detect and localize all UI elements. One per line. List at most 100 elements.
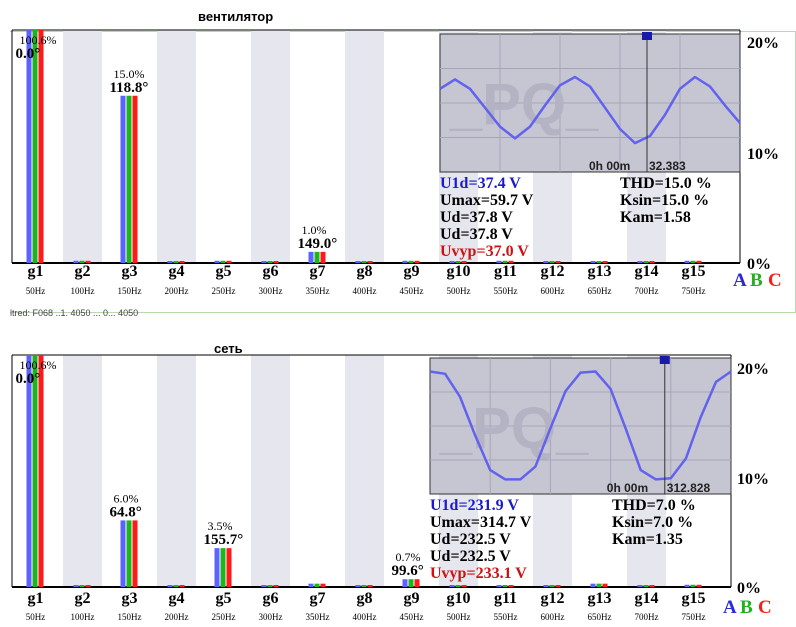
bar-g6-phase-a (261, 585, 267, 587)
bar-annotation-angle: 0.0° (16, 371, 41, 387)
right-tick-label: 0% (737, 580, 761, 597)
bar-g6-phase-c (273, 585, 279, 587)
bar-annotation-percent: 0.7% (396, 550, 421, 564)
harmonic-label: g14 (635, 590, 659, 607)
stripe-band (63, 355, 102, 587)
bar-g14-phase-a (637, 585, 643, 587)
bar-g5-phase-c (226, 260, 232, 263)
bar-g15-phase-a (684, 260, 690, 263)
bar-g7-phase-a (308, 583, 314, 587)
harmonic-label: g9 (404, 590, 420, 607)
harmonics-chart: _PQ_ 0h 00m 32.383 20% 10% 0% U1d=37.4 VUmax=5… (11, 29, 782, 296)
harmonic-label: g7 (310, 590, 326, 607)
bar-g8-phase-b (361, 585, 367, 587)
bar-g14-phase-c (649, 585, 655, 587)
bar-g4-phase-b (173, 261, 179, 263)
bar-g14-phase-a (637, 261, 643, 263)
bar-g7-phase-b (314, 583, 320, 587)
bar-g10-phase-c (461, 585, 467, 587)
bar-g11-phase-a (496, 260, 502, 263)
harmonic-label: g12 (541, 590, 565, 607)
osc-watermark: _PQ_ (439, 396, 589, 461)
bar-g13-phase-b (596, 261, 602, 263)
frequency-label: 600Hz (541, 612, 565, 622)
bar-g1-phase-a (26, 355, 32, 587)
bar-g2-phase-c (85, 585, 91, 587)
panel-ventilator: вентилятор _PQ_ 0h 00m 32.383 20% 10% 0% U1d=3… (10, 9, 796, 313)
readout-left: Umax=314.7 V (430, 514, 532, 531)
panel-network: сеть _PQ_ 0h 00m 312.828 20% 10% 0% U1d=231.9 … (0, 330, 796, 627)
bar-g10-phase-a (449, 585, 455, 587)
bar-g9-phase-c (414, 579, 420, 587)
frequency-label: 50Hz (26, 612, 46, 622)
bar-g2-phase-b (79, 260, 85, 263)
legend-phase-c: C (768, 270, 782, 291)
frequency-label: 650Hz (588, 286, 612, 296)
legend-phase-b: B (750, 270, 763, 291)
frequency-label: 450Hz (400, 612, 424, 622)
legend-phase-b: B (740, 597, 753, 618)
stripe-band (251, 355, 290, 587)
stripe-band (345, 355, 384, 587)
frequency-label: 400Hz (353, 612, 377, 622)
right-tick-label: 0% (747, 256, 771, 273)
bar-g2-phase-c (85, 260, 91, 263)
stripe-band (63, 30, 102, 263)
frequency-label: 750Hz (682, 286, 706, 296)
stripe-band (251, 30, 290, 263)
bar-g12-phase-b (549, 585, 555, 587)
harmonic-label: g12 (541, 263, 565, 280)
bar-g9-phase-c (414, 260, 420, 263)
frequency-label: 550Hz (494, 286, 518, 296)
bar-g4-phase-b (173, 585, 179, 587)
bar-annotation-percent: 6.0% (114, 491, 139, 505)
harmonic-label: g3 (122, 590, 138, 607)
harmonic-label: g8 (357, 263, 373, 280)
bar-g6-phase-b (267, 261, 273, 263)
readout-left: Uvyp=37.0 V (440, 243, 529, 260)
cursor-marker (642, 32, 652, 40)
bar-g15-phase-c (696, 584, 702, 587)
bar-annotation-percent: 1.0% (302, 223, 327, 237)
readout-right: THD=15.0 % (620, 175, 712, 192)
bar-g9-phase-a (402, 260, 408, 263)
bar-annotation-percent: 3.5% (208, 519, 233, 533)
right-tick-label: 10% (737, 471, 769, 488)
bar-g15-phase-b (690, 584, 696, 587)
bar-g12-phase-a (543, 261, 549, 263)
bar-g15-phase-a (684, 584, 690, 587)
bar-g12-phase-b (549, 261, 555, 263)
cursor-time-value: 312.828 (667, 481, 711, 495)
bar-g4-phase-c (179, 585, 185, 587)
frequency-label: 350Hz (306, 286, 330, 296)
readout-right: Ksin=7.0 % (612, 514, 693, 531)
bar-g11-phase-c (508, 585, 514, 587)
bar-g7-phase-a (308, 251, 314, 263)
bar-g10-phase-c (461, 261, 467, 263)
harmonic-label: g2 (75, 263, 91, 280)
harmonic-label: g8 (357, 590, 373, 607)
harmonic-label: g5 (216, 590, 232, 607)
cursor-time-readout: 0h 00m 312.828 (607, 481, 711, 495)
harmonic-label: g6 (263, 263, 279, 280)
bar-g1-phase-c (38, 30, 44, 263)
bar-annotation-percent: 15.0% (114, 67, 145, 81)
right-tick-label: 20% (737, 361, 769, 378)
bar-g4-phase-a (167, 261, 173, 263)
bar-annotation-percent: 100.6% (20, 358, 57, 372)
harmonic-label: g4 (169, 263, 185, 280)
bar-g15-phase-b (690, 260, 696, 263)
frequency-label: 150Hz (118, 286, 142, 296)
frequency-label: 50Hz (26, 286, 46, 296)
stripe-band (157, 355, 196, 587)
readout-left: Ud=37.8 V (440, 209, 513, 226)
readout-right: Kam=1.35 (612, 531, 683, 548)
readout-left: Uvyp=233.1 V (430, 565, 527, 582)
frequency-label: 750Hz (682, 612, 706, 622)
bar-g13-phase-a (590, 261, 596, 263)
harmonic-label: g5 (216, 263, 232, 280)
bar-annotation-angle: 99.6° (392, 563, 424, 579)
bar-g13-phase-b (596, 583, 602, 587)
legend-phase-c: C (758, 597, 772, 618)
bar-g3-phase-a (120, 95, 126, 263)
